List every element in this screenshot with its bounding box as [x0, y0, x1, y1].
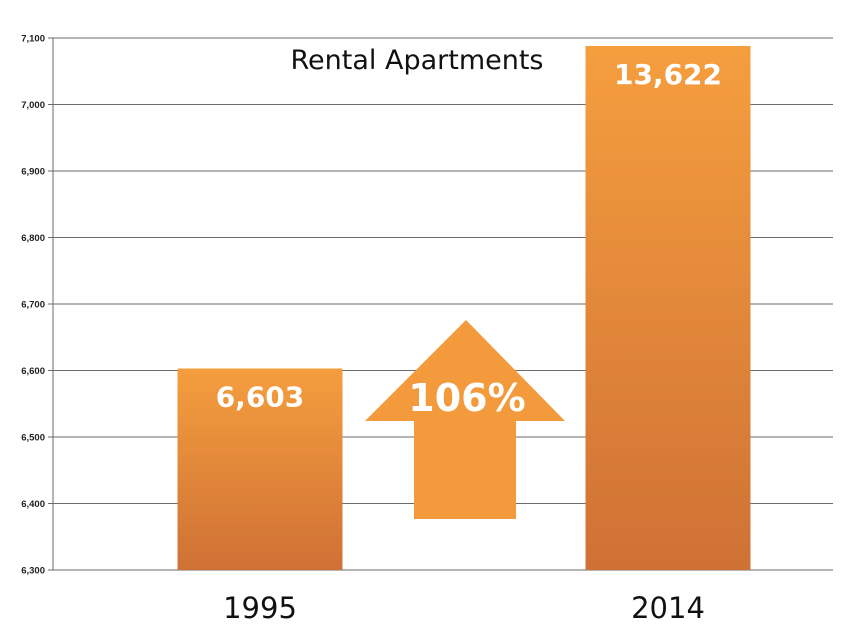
y-tick-label: 6,800 — [21, 233, 45, 244]
y-tick-label: 6,700 — [21, 300, 45, 311]
bar-2014 — [585, 45, 751, 571]
percent-change-label: 106% — [408, 376, 525, 420]
bar-data-label: 6,603 — [216, 381, 305, 414]
y-tick-label: 7,100 — [21, 34, 45, 45]
y-tick-label: 7,000 — [21, 100, 45, 111]
up-arrow-icon — [365, 320, 565, 519]
y-tick-label: 6,300 — [21, 566, 45, 577]
y-tick-label: 6,900 — [21, 167, 45, 178]
bar-data-label: 13,622 — [614, 58, 722, 91]
bar-1995 — [177, 368, 343, 570]
x-tick-label: 1995 — [223, 591, 297, 625]
chart-title: Rental Apartments — [290, 45, 543, 76]
y-tick-label: 6,500 — [21, 433, 45, 444]
y-tick-label: 6,600 — [21, 366, 45, 377]
x-tick-label: 2014 — [631, 591, 705, 625]
y-tick-label: 6,400 — [21, 499, 45, 510]
